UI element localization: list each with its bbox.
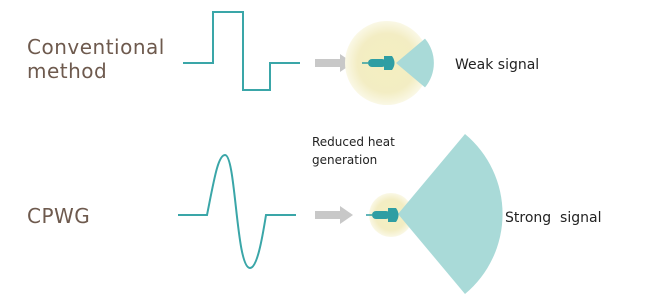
sine-wave <box>178 155 296 268</box>
row-label: Conventional <box>27 35 165 59</box>
signal-fan <box>398 134 503 294</box>
square-wave <box>183 12 300 90</box>
note: Reduced heat <box>312 135 395 149</box>
note: generation <box>312 153 377 167</box>
row-label: method <box>27 59 107 83</box>
signal-label: Strong signal <box>505 210 601 226</box>
diagram: Conventional method Weak signal Reduced … <box>0 0 651 295</box>
signal-label: Weak signal <box>455 57 539 73</box>
arrow <box>315 206 353 224</box>
row-label: CPWG <box>27 204 90 228</box>
